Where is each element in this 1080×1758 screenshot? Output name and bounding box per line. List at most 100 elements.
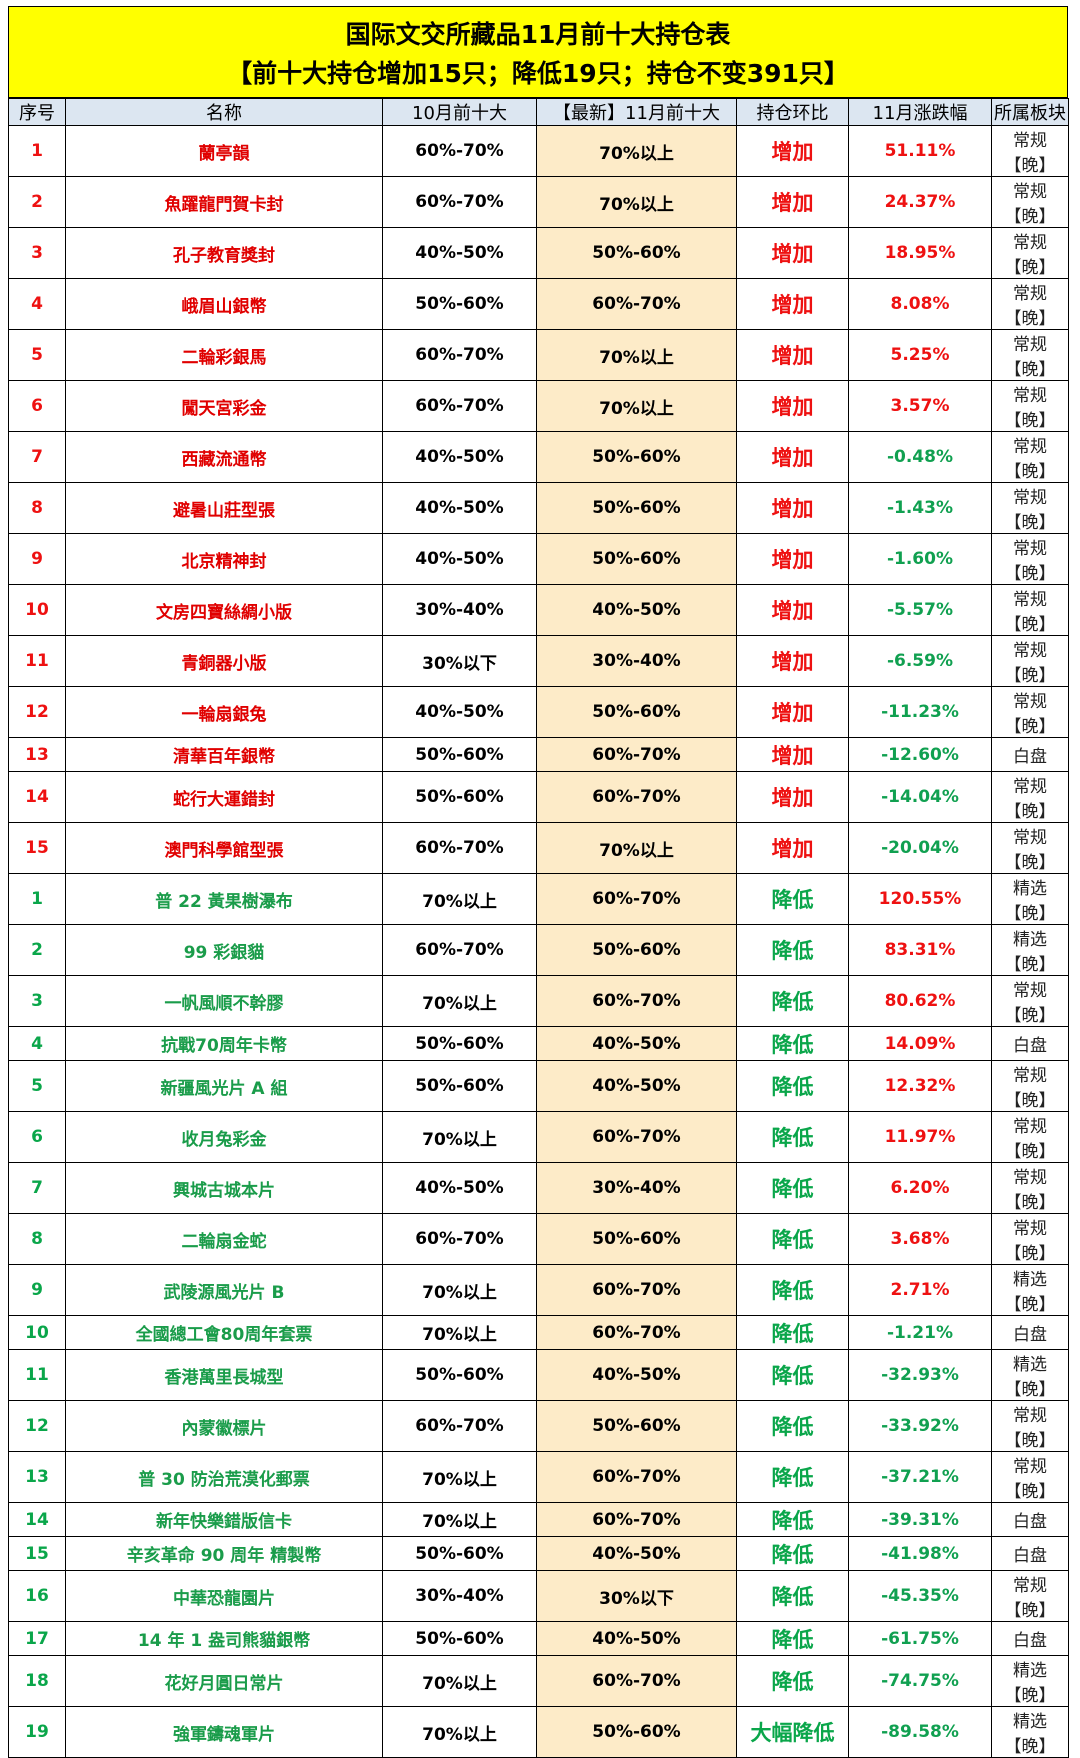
item-name: 興城古城本片 (65, 1162, 383, 1214)
oct-range: 70%以上 (382, 975, 537, 1027)
nov-pct-change: 3.57% (848, 380, 992, 432)
row-index: 19 (8, 1706, 66, 1758)
sector: 精选【晚】 (991, 1349, 1069, 1401)
nov-pct-change: 12.32% (848, 1060, 992, 1112)
nov-range: 60%-70% (536, 1264, 737, 1316)
col-header-change: 持仓环比 (736, 98, 849, 126)
oct-range: 70%以上 (382, 1451, 537, 1503)
nov-pct-change: 18.95% (848, 227, 992, 279)
row-index: 9 (8, 1264, 66, 1316)
oct-range: 40%-50% (382, 533, 537, 585)
item-name: 二輪彩銀馬 (65, 329, 383, 381)
row-index: 13 (8, 737, 66, 772)
table-row: 7 西藏流通幣 40%-50% 50%-60% 增加 -0.48% 常规【晚】 (8, 431, 1069, 483)
oct-range: 50%-60% (382, 1060, 537, 1112)
col-header-sector: 所属板块 (991, 98, 1069, 126)
nov-pct-change: -0.48% (848, 431, 992, 483)
table-row: 11 青銅器小版 30%以下 30%-40% 增加 -6.59% 常规【晚】 (8, 635, 1069, 687)
nov-range: 40%-50% (536, 1060, 737, 1112)
nov-pct-change: 120.55% (848, 873, 992, 925)
row-index: 11 (8, 635, 66, 687)
sector: 常规【晚】 (991, 329, 1069, 381)
oct-range: 70%以上 (382, 1706, 537, 1758)
sector: 常规【晚】 (991, 278, 1069, 330)
sector: 白盘 (991, 1315, 1069, 1350)
holding-change: 降低 (736, 1655, 849, 1707)
holding-change: 增加 (736, 380, 849, 432)
nov-range: 70%以上 (536, 176, 737, 228)
table-row: 14 新年快樂錯版信卡 70%以上 60%-70% 降低 -39.31% 白盘 (8, 1502, 1069, 1537)
holding-change: 降低 (736, 1451, 849, 1503)
nov-range: 50%-60% (536, 227, 737, 279)
nov-range: 70%以上 (536, 822, 737, 874)
nov-range: 50%-60% (536, 431, 737, 483)
nov-range: 70%以上 (536, 380, 737, 432)
table-row: 4 抗戰70周年卡幣 50%-60% 40%-50% 降低 14.09% 白盘 (8, 1026, 1069, 1061)
sector: 精选【晚】 (991, 873, 1069, 925)
item-name: 花好月圓日常片 (65, 1655, 383, 1707)
row-index: 10 (8, 1315, 66, 1350)
sector: 常规【晚】 (991, 431, 1069, 483)
col-header-oct: 10月前十大 (382, 98, 537, 126)
row-index: 11 (8, 1349, 66, 1401)
oct-range: 50%-60% (382, 278, 537, 330)
oct-range: 70%以上 (382, 1111, 537, 1163)
row-index: 13 (8, 1451, 66, 1503)
table-row: 9 武陵源風光片 B 70%以上 60%-70% 降低 2.71% 精选【晚】 (8, 1264, 1069, 1316)
sector: 常规【晚】 (991, 533, 1069, 585)
nov-pct-change: -20.04% (848, 822, 992, 874)
item-name: 魚躍龍門賀卡封 (65, 176, 383, 228)
table-title: 国际文交所藏品11月前十大持仓表 (345, 20, 731, 49)
item-name: 99 彩銀貓 (65, 924, 383, 976)
holding-change: 降低 (736, 873, 849, 925)
table-row: 15 辛亥革命 90 周年 精製幣 50%-60% 40%-50% 降低 -41.98% 白… (8, 1536, 1069, 1571)
row-index: 2 (8, 924, 66, 976)
item-name: 蘭亭韻 (65, 125, 383, 177)
item-name: 青銅器小版 (65, 635, 383, 687)
nov-pct-change: -11.23% (848, 686, 992, 738)
holding-change: 降低 (736, 975, 849, 1027)
holding-change: 增加 (736, 686, 849, 738)
sector: 精选【晚】 (991, 1706, 1069, 1758)
nov-pct-change: 51.11% (848, 125, 992, 177)
row-index: 15 (8, 822, 66, 874)
item-name: 中華恐龍園片 (65, 1570, 383, 1622)
table-row: 2 99 彩銀貓 60%-70% 50%-60% 降低 83.31% 精选【晚】 (8, 924, 1069, 976)
item-name: 孔子教育獎封 (65, 227, 383, 279)
oct-range: 70%以上 (382, 1655, 537, 1707)
holding-change: 增加 (736, 125, 849, 177)
row-index: 12 (8, 1400, 66, 1452)
sector: 常规【晚】 (991, 1570, 1069, 1622)
nov-pct-change: -37.21% (848, 1451, 992, 1503)
item-name: 北京精神封 (65, 533, 383, 585)
nov-pct-change: -89.58% (848, 1706, 992, 1758)
sector: 精选【晚】 (991, 1655, 1069, 1707)
table-row: 3 一帆風順不幹膠 70%以上 60%-70% 降低 80.62% 常规【晚】 (8, 975, 1069, 1027)
row-index: 14 (8, 771, 66, 823)
table-row: 1 蘭亭韻 60%-70% 70%以上 增加 51.11% 常规【晚】 (8, 125, 1069, 177)
holding-change: 增加 (736, 635, 849, 687)
nov-range: 60%-70% (536, 873, 737, 925)
nov-range: 30%以下 (536, 1570, 737, 1622)
nov-pct-change: -33.92% (848, 1400, 992, 1452)
nov-pct-change: -32.93% (848, 1349, 992, 1401)
holding-change: 降低 (736, 924, 849, 976)
table-row: 14 蛇行大運錯封 50%-60% 60%-70% 增加 -14.04% 常规【晚】 (8, 771, 1069, 823)
row-index: 6 (8, 1111, 66, 1163)
sector: 精选【晚】 (991, 924, 1069, 976)
nov-pct-change: 24.37% (848, 176, 992, 228)
table-row: 16 中華恐龍園片 30%-40% 30%以下 降低 -45.35% 常规【晚】 (8, 1570, 1069, 1622)
holding-change: 降低 (736, 1060, 849, 1112)
holding-change: 增加 (736, 533, 849, 585)
oct-range: 30%-40% (382, 584, 537, 636)
nov-pct-change: 2.71% (848, 1264, 992, 1316)
oct-range: 30%-40% (382, 1570, 537, 1622)
holding-change: 降低 (736, 1111, 849, 1163)
row-index: 14 (8, 1502, 66, 1537)
row-index: 5 (8, 1060, 66, 1112)
oct-range: 60%-70% (382, 1400, 537, 1452)
sector: 白盘 (991, 1026, 1069, 1061)
table-row: 13 清華百年銀幣 50%-60% 60%-70% 增加 -12.60% 白盘 (8, 737, 1069, 772)
oct-range: 40%-50% (382, 227, 537, 279)
